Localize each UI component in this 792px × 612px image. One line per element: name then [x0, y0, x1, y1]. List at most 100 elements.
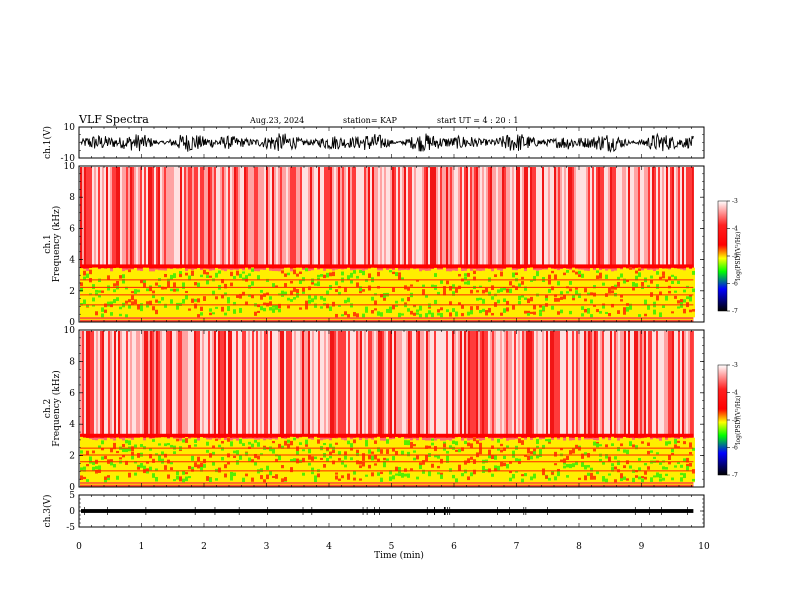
ch1-spectrogram-band-cell: [440, 307, 443, 311]
ch2-spectrogram-band-cell: [275, 474, 278, 479]
ch1-spectrogram-band-cell: [356, 269, 359, 318]
ch2-spectrogram-band-cell: [620, 438, 623, 483]
ch2-spectrogram-band-cell: [284, 476, 287, 482]
ch1-spectrogram-band-cell: [206, 269, 209, 318]
ch2-spectrogram-band-cell: [314, 477, 317, 483]
ch1-spectrogram-streak: [364, 167, 366, 269]
ch1-spectrogram-streak: [272, 167, 274, 269]
xtick-label: 4: [326, 542, 332, 552]
ch2-spectrogram-streak: [92, 331, 94, 438]
ch1-spectrogram-band-cell: [227, 297, 230, 302]
ch1-spectrogram-band-cell: [557, 281, 560, 286]
ch2-spectrogram-band-cell: [545, 475, 548, 479]
ch1-spectrogram-band-cell: [254, 271, 257, 318]
ch1-spectrogram-streak: [676, 167, 678, 269]
ch2-spectrogram-band-cell: [416, 455, 419, 459]
ch1-spectrogram-streak: [162, 167, 164, 269]
ch2-spectrogram-band-cell: [356, 452, 359, 457]
ch1-spectrogram-band-cell: [92, 284, 95, 289]
ch1-spectrogram-streak: [288, 167, 290, 269]
ch1-spectrogram-streak: [152, 167, 154, 269]
ch2-spectrogram-streak: [452, 331, 454, 438]
ch1-spectrogram-streak: [502, 167, 504, 269]
ch2-spectrogram-streak: [680, 331, 682, 438]
ch2-spectrogram-band-cell: [530, 451, 533, 454]
ch2-spectrogram-streak: [298, 331, 300, 438]
ch2-spectrogram-band-cell: [314, 475, 317, 479]
ch1-spectrogram-band-cell: [533, 270, 536, 318]
ch1-spectrogram-band-cell: [140, 271, 143, 318]
ch2-spectrogram-band-cell: [464, 460, 467, 465]
ch1-spectrogram-band-cell: [293, 287, 296, 292]
ch1-spectrogram-band-cell: [476, 270, 479, 318]
ch1-spectrogram-streak: [184, 167, 186, 269]
ch1-spectrogram-band-cell: [359, 286, 362, 292]
ch1-spectrogram-streak: [122, 167, 124, 269]
date-label: Aug.23, 2024: [249, 116, 304, 125]
ch1-spectrogram-band-cell: [464, 281, 467, 285]
ch1-spectrogram-band-cell: [137, 270, 140, 318]
ch2-spectrogram-streak: [372, 331, 374, 438]
ch1-spectrogram-streak: [320, 167, 322, 269]
ch1-spectrogram-band-cell: [188, 275, 191, 281]
ch2-spectrogram-streak: [304, 331, 306, 438]
ch2-spectrogram-band-cell: [224, 464, 227, 469]
ch2-spectrogram-band-cell: [677, 440, 680, 443]
ch2-spectrogram-streak: [352, 331, 354, 438]
ch2-spectrogram-streak: [576, 331, 578, 438]
ch1-spectrogram-streak: [690, 167, 692, 269]
ch2-spectrogram-band-cell: [689, 442, 692, 448]
ch2-spectrogram-band-cell: [92, 466, 95, 471]
ch1-spectrogram-band-cell: [626, 268, 629, 318]
ch1-spectrogram-streak: [580, 167, 582, 269]
ch1-spectrogram-band-edge: [80, 264, 694, 269]
ch2-spectrogram-streak: [224, 331, 226, 438]
ch1-spectrogram-band-cell: [212, 290, 215, 296]
ch1-spectrogram-band-cell: [647, 304, 650, 308]
ch2-spectrogram-streak: [176, 331, 178, 438]
ch2-spectrogram-colorbar-tick-label: -6: [732, 445, 738, 452]
ch1-spectrogram-band-cell: [221, 294, 224, 299]
ch2-spectrogram-band-cell: [125, 439, 128, 444]
ch2-spectrogram-band-cell: [449, 468, 452, 472]
ch2-spectrogram-colorbar-tick-label: -7: [732, 472, 738, 479]
ch1-spectrogram-band-cell: [302, 277, 305, 282]
ch1-spectrogram-streak: [82, 167, 84, 269]
ch2-spectrogram-streak: [156, 331, 158, 438]
ch1-spectrogram-band-cell: [398, 312, 401, 318]
ch2-spectrogram-streak: [500, 331, 502, 438]
ch2-spectrogram-band-cell: [677, 446, 680, 449]
ch2-spectrogram-band-cell: [164, 443, 167, 447]
ch2-spectrogram-band-cell: [170, 462, 173, 465]
ch2-spectrogram-band-cell: [86, 438, 89, 483]
ch2-spectrogram-band-cell: [284, 440, 287, 446]
ch1-spectrogram-band-cell: [413, 312, 416, 316]
ch1-spectrogram-ylabel-channel: ch.1: [43, 234, 53, 253]
ch1-spectrogram-band-cell: [119, 313, 122, 317]
ch2-spectrogram-band-cell: [482, 465, 485, 471]
ch2-spectrogram-streak: [486, 331, 488, 438]
ch1-spectrogram-band-cell: [107, 285, 110, 291]
ch1-spectrogram-band-cell: [362, 270, 365, 276]
ch2-spectrogram-band-cell: [476, 454, 479, 458]
ch2-spectrogram-ytick-label: 8: [69, 357, 75, 367]
ch1-spectrogram-band-cell: [449, 286, 452, 291]
ch1-spectrogram-band-cell: [272, 271, 275, 318]
ch1-spectrogram-streak: [602, 167, 604, 269]
ch1-spectrogram-streak: [170, 167, 172, 269]
ch1-spectrogram-streak: [336, 167, 338, 269]
ch1-spectrogram-streak: [294, 167, 296, 269]
ch1-spectrogram-streak: [106, 167, 108, 269]
ch1-spectrogram-streak: [598, 167, 600, 269]
ch2-spectrogram-band-cell: [209, 439, 212, 483]
ch2-spectrogram-band-cell: [602, 476, 605, 480]
ch1-spectrogram-band-cell: [554, 269, 557, 318]
ch2-spectrogram-band-cell: [578, 440, 581, 483]
ch2-spectrogram-streak: [348, 331, 350, 438]
ch1-spectrogram-streak: [656, 167, 658, 269]
ch2-spectrogram-streak: [368, 331, 370, 438]
ch1-spectrogram-band-cell: [485, 268, 488, 318]
ch2-spectrogram-streak: [358, 331, 360, 438]
ch1-spectrogram-band-cell: [308, 299, 311, 304]
ch2-spectrogram-band-cell: [665, 467, 668, 470]
